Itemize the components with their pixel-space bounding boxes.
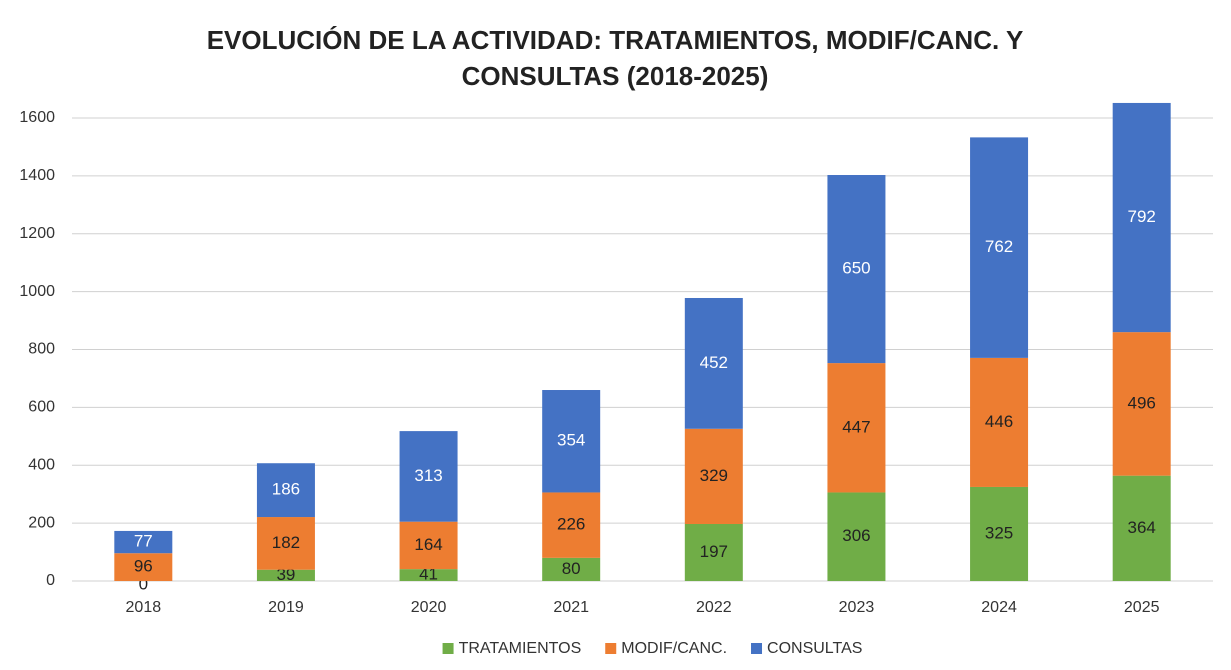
bar-segment xyxy=(256,463,315,518)
x-tick-label: 2024 xyxy=(981,599,1017,616)
x-tick-label: 2021 xyxy=(553,599,589,616)
data-label: 364 xyxy=(1128,518,1156,537)
bar-segment xyxy=(970,486,1029,581)
x-tick-label: 2018 xyxy=(126,599,162,616)
data-label: 329 xyxy=(700,466,728,485)
x-tick-label: 2019 xyxy=(268,599,304,616)
bar-segment xyxy=(256,517,315,570)
bar-segment xyxy=(827,175,886,364)
data-label: 650 xyxy=(842,259,870,278)
bar-segment xyxy=(542,492,601,558)
data-label: 80 xyxy=(562,559,581,578)
bar-segment xyxy=(1112,332,1171,476)
bar-segment xyxy=(1112,102,1171,333)
data-label: 452 xyxy=(700,353,728,372)
y-tick-label: 600 xyxy=(28,399,55,416)
y-tick-label: 1000 xyxy=(19,283,55,300)
y-tick-label: 0 xyxy=(46,572,55,589)
chart-title: EVOLUCIÓN DE LA ACTIVIDAD: TRATAMIENTOS,… xyxy=(206,25,1024,91)
y-tick-label: 200 xyxy=(28,514,55,531)
data-label: 792 xyxy=(1128,207,1156,226)
bar-segment xyxy=(399,521,458,570)
legend-swatch xyxy=(751,643,763,654)
y-tick-label: 800 xyxy=(28,341,55,358)
y-tick-label: 1200 xyxy=(19,225,55,242)
data-label: 762 xyxy=(985,237,1013,256)
x-tick-label: 2025 xyxy=(1124,599,1160,616)
data-label: 96 xyxy=(134,557,153,576)
bar-segment xyxy=(542,390,601,493)
legend-label: MODIF/CANC. xyxy=(621,640,727,657)
bar-segment xyxy=(684,523,743,581)
bar-segment xyxy=(399,431,458,522)
bar-segment xyxy=(827,492,886,581)
bar-segment xyxy=(542,557,601,581)
legend-swatch xyxy=(605,643,617,654)
data-label: 164 xyxy=(414,535,442,554)
data-label: 306 xyxy=(842,526,870,545)
data-label: 182 xyxy=(272,533,300,552)
x-tick-label: 2020 xyxy=(411,599,447,616)
data-label: 446 xyxy=(985,412,1013,431)
y-tick-label: 400 xyxy=(28,456,55,473)
data-label: 197 xyxy=(700,542,728,561)
legend-label: TRATAMIENTOS xyxy=(459,640,582,657)
bar-segment xyxy=(114,553,173,581)
legend-swatch xyxy=(442,643,454,654)
data-label: 313 xyxy=(414,466,442,485)
bar-segment xyxy=(684,428,743,524)
bar-segment xyxy=(1112,475,1171,581)
bar-segment xyxy=(827,363,886,493)
data-label: 354 xyxy=(557,431,585,450)
data-label: 186 xyxy=(272,480,300,499)
bar-segment xyxy=(970,357,1029,487)
bar-segment xyxy=(114,530,173,554)
data-label: 447 xyxy=(842,417,870,436)
data-label: 41 xyxy=(419,565,438,584)
bar-segment xyxy=(399,569,458,581)
x-tick-label: 2022 xyxy=(696,599,732,616)
bar-segment xyxy=(256,569,315,581)
bar-segment xyxy=(684,297,743,429)
bar-segment xyxy=(970,137,1029,358)
x-tick-label: 2023 xyxy=(839,599,875,616)
data-label: 0 xyxy=(139,574,148,593)
data-label: 496 xyxy=(1128,393,1156,412)
legend-label: CONSULTAS xyxy=(767,640,862,657)
data-label: 325 xyxy=(985,523,1013,542)
data-label: 226 xyxy=(557,515,585,534)
y-tick-label: 1600 xyxy=(19,109,55,126)
y-tick-label: 1400 xyxy=(19,167,55,184)
data-label: 77 xyxy=(134,532,153,551)
